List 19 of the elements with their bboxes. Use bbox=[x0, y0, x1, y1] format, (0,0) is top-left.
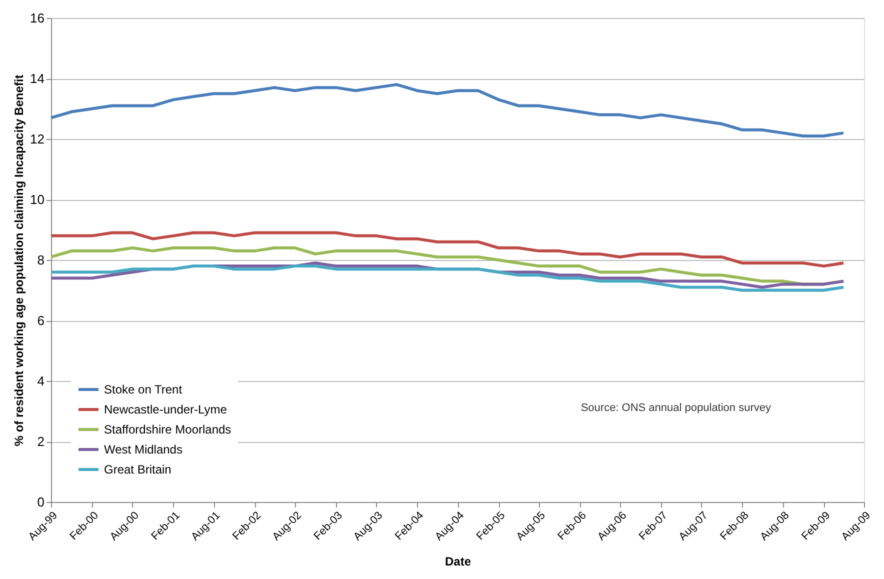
y-axis-title: % of resident working age population claiming Incapacity Benefit bbox=[12, 74, 26, 446]
legend-label: Newcastle-under-Lyme bbox=[104, 402, 228, 416]
legend-label: Great Britain bbox=[104, 462, 172, 476]
annotation: Source: ONS annual population survey bbox=[580, 402, 772, 414]
legend-label: West Midlands bbox=[104, 442, 182, 456]
y-tick-label: 2 bbox=[37, 434, 44, 449]
y-tick-label: 6 bbox=[37, 313, 44, 328]
line-series bbox=[50, 83, 846, 138]
y-tick-label: 8 bbox=[37, 252, 44, 268]
legend-label: Stoke on Trent bbox=[104, 382, 183, 396]
x-axis-title: Date bbox=[444, 554, 472, 568]
y-tick-label: 4 bbox=[37, 374, 44, 388]
y-tick-label: 10 bbox=[30, 192, 44, 207]
legend-label: Staffordshire Moorlands bbox=[104, 422, 232, 436]
y-tick-label: 12 bbox=[30, 132, 44, 146]
y-tick-label: 16 bbox=[30, 10, 44, 26]
y-tick-label: 14 bbox=[30, 71, 44, 86]
y-tick-label: 0 bbox=[37, 494, 44, 510]
line-series bbox=[50, 231, 846, 268]
